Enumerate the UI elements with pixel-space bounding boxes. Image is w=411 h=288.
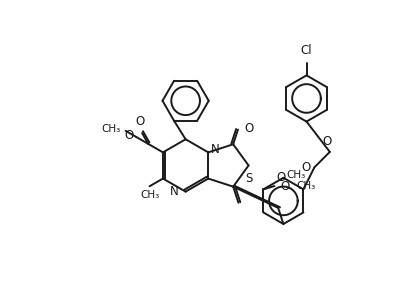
Text: CH₃: CH₃	[287, 170, 306, 180]
Text: O: O	[301, 162, 310, 175]
Text: S: S	[245, 172, 252, 185]
Text: N: N	[211, 143, 220, 156]
Text: O: O	[276, 171, 285, 185]
Text: CH₃: CH₃	[102, 124, 121, 134]
Text: Cl: Cl	[301, 44, 312, 57]
Text: O: O	[244, 122, 253, 134]
Text: O: O	[281, 179, 290, 192]
Text: O: O	[124, 129, 133, 142]
Text: O: O	[135, 115, 144, 128]
Text: N: N	[170, 185, 179, 198]
Text: CH₃: CH₃	[296, 181, 315, 191]
Text: O: O	[322, 135, 331, 148]
Text: CH₃: CH₃	[140, 190, 159, 200]
